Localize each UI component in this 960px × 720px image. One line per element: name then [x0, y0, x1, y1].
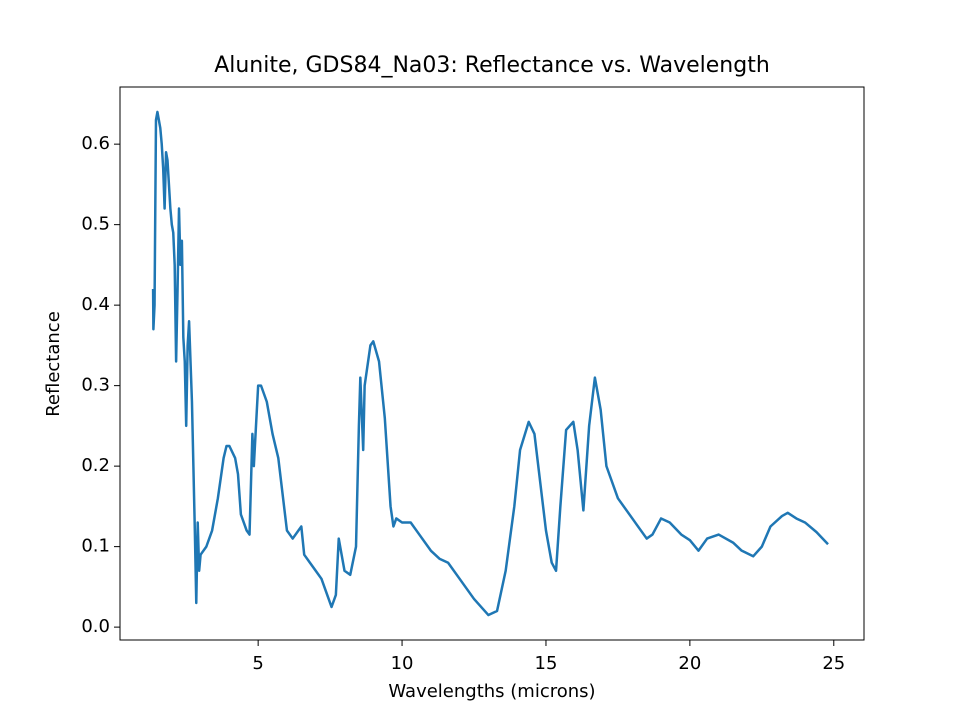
y-tick-label: 0.4 — [81, 294, 110, 315]
y-tick-label: 0.2 — [81, 455, 110, 476]
y-tick-label: 0.1 — [81, 536, 110, 557]
x-tick-label: 15 — [535, 653, 558, 674]
chart-title: Alunite, GDS84_Na03: Reflectance vs. Wav… — [214, 53, 770, 78]
y-tick-label: 0.3 — [81, 375, 110, 396]
y-tick-label: 0.0 — [81, 616, 110, 637]
plot-frame — [119, 86, 865, 641]
x-tick-label: 5 — [252, 653, 263, 674]
y-tick-label: 0.5 — [81, 214, 110, 235]
y-tick-label: 0.6 — [81, 133, 110, 154]
x-tick-label: 25 — [822, 653, 845, 674]
x-tick-label: 10 — [391, 653, 414, 674]
x-tick-label: 20 — [678, 653, 701, 674]
y-axis-label: Reflectance — [43, 311, 64, 417]
data-line — [151, 110, 829, 617]
x-axis-label: Wavelengths (microns) — [388, 681, 595, 702]
